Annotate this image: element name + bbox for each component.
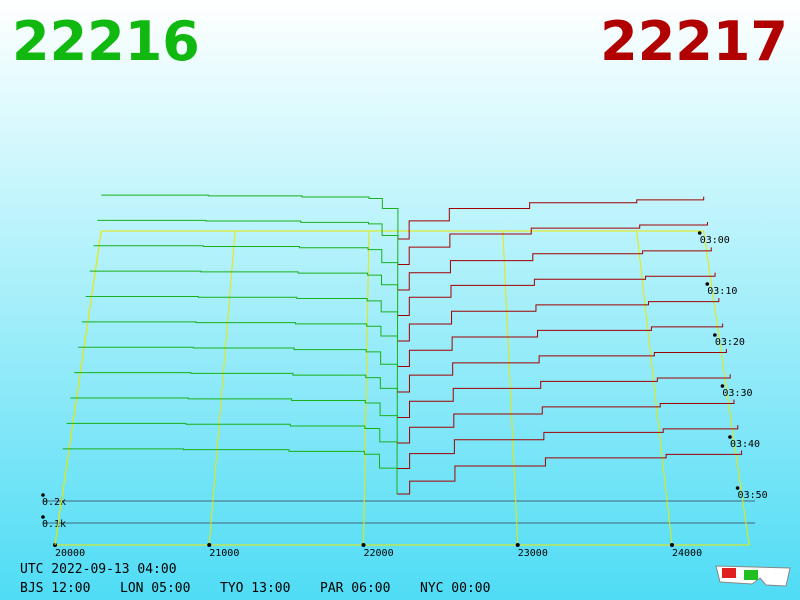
- x-tick: [515, 543, 520, 547]
- bid-depth-line: [101, 194, 399, 239]
- utc-time: UTC 2022-09-13 04:00: [20, 562, 177, 577]
- ask-depth-line: [397, 399, 735, 444]
- ask-depth-line: [398, 196, 705, 240]
- time-tick-label: 03:40: [730, 439, 760, 450]
- x-tick-label: 21000: [209, 548, 239, 559]
- time-tick: [720, 384, 725, 388]
- frame-edge: [54, 230, 102, 546]
- bid-depth-line: [62, 448, 398, 494]
- bid-depth-line: [81, 321, 398, 367]
- ask-depth-line: [397, 272, 716, 316]
- time-tick-label: 03:50: [738, 490, 768, 501]
- bid-depth-line: [93, 245, 399, 290]
- x-tick-label: 20000: [55, 548, 85, 559]
- bid-depth-line: [85, 295, 399, 341]
- ask-depth-line: [397, 298, 720, 342]
- time-tick: [735, 486, 740, 490]
- bid-depth-line: [78, 346, 398, 392]
- ask-depth-line: [397, 323, 724, 367]
- best-ask: 22217: [600, 10, 788, 73]
- x-tick: [207, 543, 212, 547]
- grid-line: [363, 230, 370, 546]
- clock: PAR 06:00: [320, 581, 390, 596]
- grid-line: [636, 230, 673, 546]
- best-bid: 22216: [12, 10, 200, 73]
- depth-tick: [41, 493, 45, 497]
- bid-depth-line: [66, 422, 398, 469]
- grid-line: [208, 230, 236, 546]
- clock: LON 05:00: [120, 581, 190, 596]
- x-tick-label: 23000: [518, 548, 548, 559]
- depth-tick-label: 0.1k: [42, 519, 66, 530]
- x-tick: [670, 543, 674, 547]
- time-tick: [705, 282, 710, 286]
- ask-depth-line: [397, 221, 708, 265]
- clock: NYC 00:00: [420, 581, 490, 596]
- time-tick: [697, 231, 702, 235]
- bid-depth-line: [89, 270, 399, 316]
- time-tick: [713, 333, 717, 337]
- x-tick-label: 22000: [364, 548, 394, 559]
- time-tick-label: 03:30: [722, 388, 752, 399]
- clock: BJS 12:00: [20, 581, 90, 596]
- glasses-icon: [715, 565, 791, 587]
- clock: TYO 13:00: [220, 581, 290, 596]
- depth-tick-label: 0.2k: [42, 497, 66, 508]
- frame-edge: [703, 230, 750, 546]
- time-tick-label: 03:00: [700, 235, 730, 246]
- time-tick-label: 03:10: [707, 286, 737, 297]
- ask-depth-line: [397, 450, 743, 495]
- ask-depth-line: [397, 247, 712, 291]
- bid-depth-line: [97, 219, 399, 265]
- bid-depth-line: [74, 372, 398, 418]
- time-tick: [728, 435, 732, 439]
- ask-depth-line: [397, 425, 739, 469]
- ask-depth-line: [397, 348, 727, 393]
- depth-tick: [41, 515, 45, 519]
- x-tick: [361, 543, 366, 547]
- ask-depth-line: [397, 374, 731, 418]
- time-tick-label: 03:20: [715, 337, 745, 348]
- x-tick-label: 24000: [672, 548, 702, 559]
- bid-depth-line: [70, 397, 398, 443]
